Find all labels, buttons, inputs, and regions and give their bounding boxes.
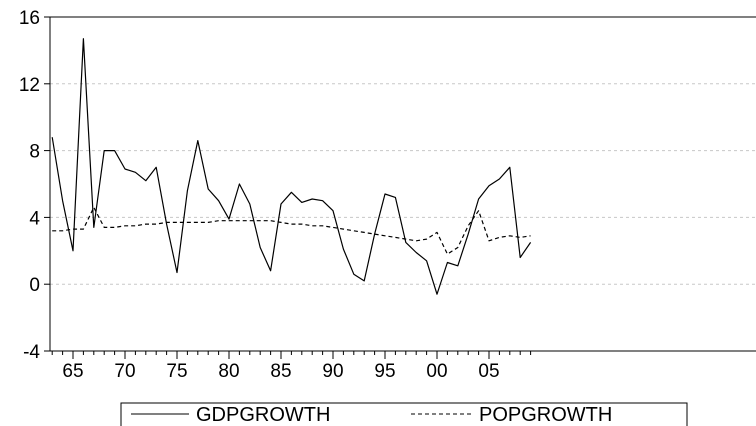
y-tick-label: 8 [29,142,40,163]
x-tick-label: 95 [374,361,395,382]
x-tick-label: 90 [322,361,343,382]
series-line-gdpgrowth [51,38,532,295]
x-tick-label: 05 [478,361,499,382]
gridlines [50,83,756,285]
y-tick-label: -4 [23,342,40,363]
y-tick-label: 12 [19,75,40,96]
x-tick-label: 75 [166,361,187,382]
y-tick-label: 4 [29,208,40,229]
x-tick-label: 80 [218,361,239,382]
y-tick-label: 0 [29,275,40,296]
axes [49,16,756,352]
legend-label-popgrowth: POPGROWTH [479,404,612,426]
x-axis-ticks: 65 70 75 80 85 90 95 00 05 [51,351,532,382]
legend-label-gdpgrowth: GDPGROWTH [196,404,330,426]
legend: GDPGROWTH POPGROWTH [120,402,688,426]
y-axis-ticks: -4 0 4 8 12 16 [19,8,50,363]
series-line-popgrowth [52,206,531,255]
x-tick-label: 70 [114,361,135,382]
legend-box [120,402,688,426]
series-lines [51,38,532,295]
x-tick-label: 00 [426,361,447,382]
x-tick-label: 85 [270,361,291,382]
x-tick-label: 65 [62,361,83,382]
y-tick-label: 16 [19,8,40,29]
